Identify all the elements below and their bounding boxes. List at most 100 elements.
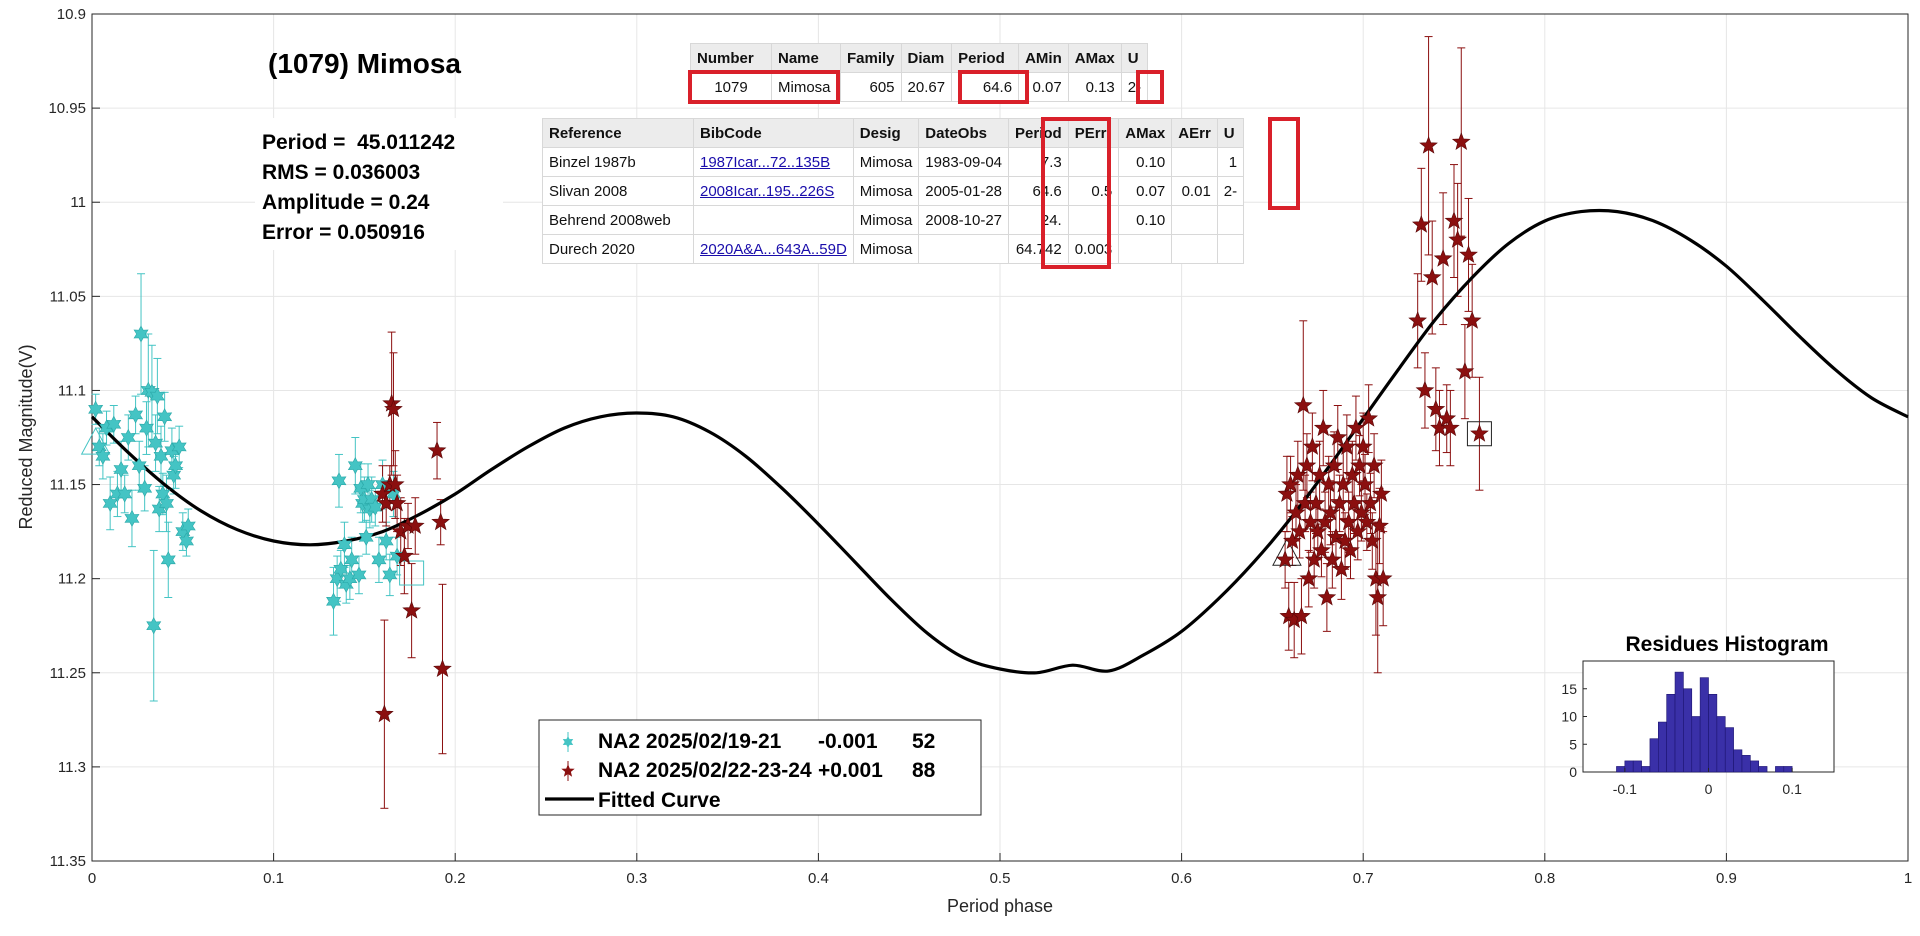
data-point-series-1	[148, 434, 164, 452]
reference-row: Durech 2020 2020A&A...643A..59D Mimosa 6…	[542, 234, 1245, 264]
data-point-series-2	[402, 600, 422, 619]
legend-count-series-2: 88	[912, 759, 936, 782]
cell-amax: 0.10	[1118, 205, 1173, 235]
header-period: Period	[1008, 118, 1069, 148]
cell-reference: Binzel 1987b	[542, 147, 694, 177]
data-point-series-2	[1297, 455, 1317, 474]
y-tick-label: 11.35	[50, 853, 86, 870]
data-point-series-1	[158, 494, 174, 513]
cell-desig: Mimosa	[852, 147, 920, 177]
x-tick-label: 0.5	[990, 870, 1011, 887]
histogram-bar	[1699, 677, 1709, 773]
cell-desig: Mimosa	[852, 205, 920, 235]
data-point-series-2	[405, 516, 425, 534]
data-point-series-2	[1415, 380, 1435, 399]
data-point-series-2	[1357, 512, 1377, 531]
data-point-series-2	[1299, 568, 1319, 587]
histogram-bar	[1649, 738, 1659, 773]
data-point-series-2	[1440, 418, 1460, 437]
histogram-bar	[1708, 693, 1718, 773]
data-point-series-2	[1346, 418, 1366, 437]
cell-amax: 0.07	[1118, 176, 1173, 206]
data-point-series-1	[149, 387, 165, 405]
data-point-series-1	[371, 551, 387, 569]
data-point-series-2	[1426, 399, 1446, 418]
data-point-series-2	[1362, 531, 1382, 549]
data-point-series-2	[1282, 531, 1302, 549]
data-point-series-1	[347, 457, 363, 475]
data-point-series-2	[1293, 395, 1313, 414]
header-u: U	[1120, 43, 1149, 73]
reference-row: Binzel 1987b 1987Icar...72..135B Mimosa …	[542, 147, 1245, 177]
header-period: Period	[951, 43, 1020, 73]
data-point-series-2	[1342, 465, 1362, 484]
cell-u: 2-	[1120, 72, 1149, 102]
y-tick-label: 11.15	[50, 477, 86, 494]
x-axis-label: Period phase	[947, 896, 1053, 916]
y-tick-label: 11.05	[50, 288, 86, 305]
header-dateobs: DateObs	[918, 118, 1010, 148]
data-point-series-2	[1306, 493, 1326, 512]
data-point-series-2	[1321, 502, 1340, 521]
data-point-series-2	[385, 474, 405, 493]
data-point-series-2	[1433, 248, 1453, 267]
cell-aerr: 0.01	[1171, 176, 1218, 206]
header-number: Number	[690, 43, 772, 73]
data-point-series-1	[157, 408, 173, 426]
histogram-x-ticks: -0.1 0 0.1	[1613, 768, 1802, 797]
fitted-curve-line	[90, 208, 1909, 675]
data-point-series-1	[168, 457, 184, 475]
data-point-series-2	[374, 704, 394, 723]
cell-dateobs: 2008-10-27	[918, 205, 1010, 235]
legend-offset-series-2: +0.001	[818, 759, 883, 782]
cell-amax: 0.13	[1067, 72, 1122, 102]
data-point-series-1	[113, 460, 129, 479]
data-points	[88, 132, 1489, 723]
x-tick-label: 0.3	[626, 870, 647, 887]
cell-bibcode[interactable]: 2008Icar..195..226S	[693, 176, 854, 206]
header-u: U	[1216, 118, 1245, 148]
data-point-series-1	[146, 617, 162, 635]
cell-bibcode[interactable]: 2020A&A...643A..59D	[693, 234, 854, 264]
cell-dateobs: 2005-01-28	[918, 176, 1010, 206]
bibcode-link[interactable]: 2020A&A...643A..59D	[700, 240, 847, 258]
data-point-series-1	[333, 560, 349, 578]
data-point-series-2	[1455, 361, 1475, 380]
cell-perr: 0.003	[1067, 234, 1120, 264]
header-aerr: AErr	[1171, 118, 1218, 148]
data-point-series-2	[1281, 474, 1300, 493]
open-triangle-marker	[80, 427, 111, 455]
data-point-series-2	[1412, 214, 1431, 233]
data-point-series-2	[1341, 540, 1360, 559]
data-point-series-2	[433, 659, 452, 677]
cell-name: Mimosa	[771, 72, 841, 102]
histogram-y-tick-label: 10	[1561, 709, 1577, 725]
data-point-series-1	[178, 532, 194, 550]
data-point-series-1	[358, 528, 374, 546]
x-tick-label: 0.1	[263, 870, 284, 887]
histogram-bar	[1716, 716, 1726, 773]
cell-aerr	[1171, 147, 1218, 177]
data-point-series-2	[1353, 437, 1373, 455]
data-point-series-2	[1470, 423, 1489, 442]
chart-title: (1079) Mimosa	[268, 48, 461, 79]
data-point-series-2	[1408, 310, 1427, 329]
legend-marker-series-1	[562, 732, 574, 752]
legend-label-fitted-curve: Fitted Curve	[598, 789, 721, 812]
cell-bibcode[interactable]: 1987Icar...72..135B	[693, 147, 854, 177]
cell-reference: Durech 2020	[542, 234, 694, 264]
data-point-series-2	[395, 546, 414, 565]
bibcode-link[interactable]: 1987Icar...72..135B	[700, 153, 831, 171]
cell-period: 7.3	[1008, 147, 1069, 177]
header-perr: PErr	[1067, 118, 1120, 148]
histogram-title: Residues Histogram	[1625, 633, 1828, 656]
data-point-series-1	[95, 447, 111, 465]
header-name: Name	[771, 43, 841, 73]
data-point-series-1	[336, 536, 352, 554]
data-point-series-2	[1313, 418, 1333, 437]
bibcode-link[interactable]: 2008Icar..195..226S	[700, 182, 835, 200]
data-point-series-2	[1317, 587, 1337, 606]
cell-family: 605	[840, 72, 902, 102]
x-tick-label: 0.4	[808, 870, 829, 887]
data-point-series-1	[382, 566, 398, 584]
